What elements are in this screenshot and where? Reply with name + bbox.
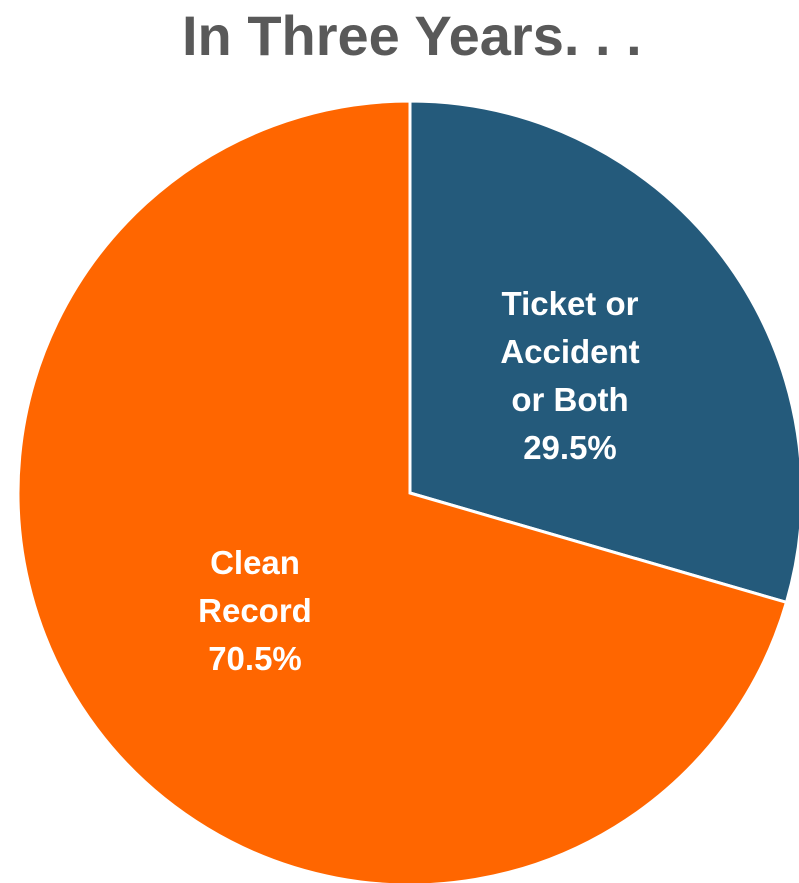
slice-label-line: or Both (511, 381, 628, 418)
slice-label-2: Clean Record 70.5% (198, 544, 312, 677)
pie-slice-1 (408, 99, 799, 605)
slice-label-1: Ticket or Accident or Both 29.5% (500, 285, 639, 466)
slice-label-line: Clean (210, 544, 300, 581)
slice-label-line: Accident (500, 333, 639, 370)
slice-value-label: 70.5% (208, 640, 302, 677)
chart-title: In Three Years. . . (182, 4, 642, 67)
labels-layer: Ticket or Accident or Both 29.5% Clean Record… (198, 285, 640, 677)
slice-label-line: Record (198, 592, 312, 629)
slice-value-label: 29.5% (523, 429, 617, 466)
pie-slice-2 (16, 99, 789, 883)
slices-layer (16, 99, 799, 883)
slice-label-line: Ticket or (502, 285, 639, 322)
